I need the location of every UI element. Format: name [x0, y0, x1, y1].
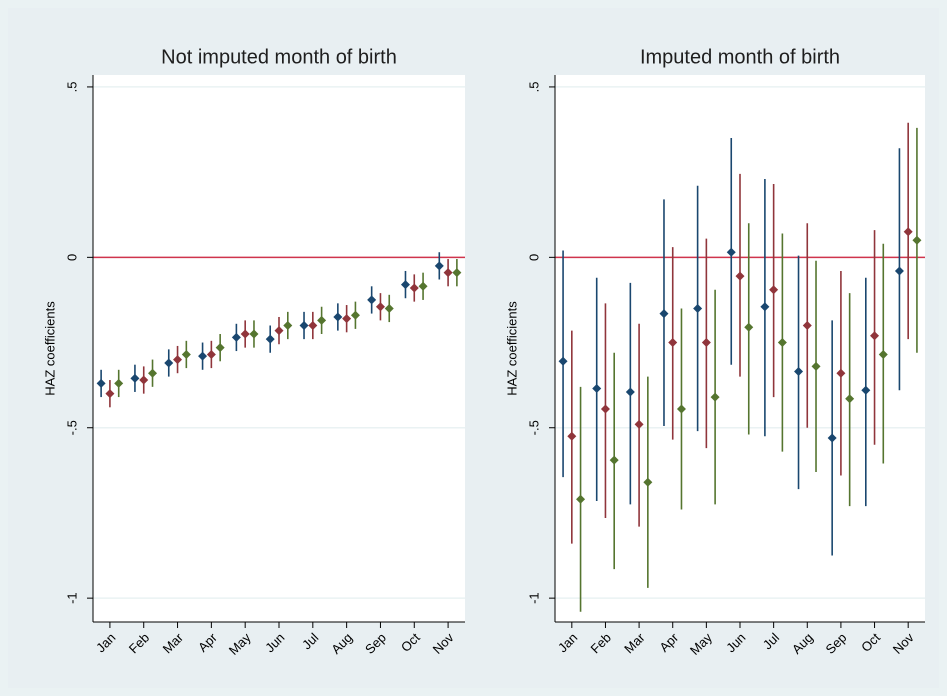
point-estimate — [342, 314, 352, 324]
point-estimate — [836, 368, 846, 378]
chart-title: Not imputed month of birth — [161, 46, 397, 68]
point-estimate — [173, 355, 183, 365]
point-estimate — [744, 322, 754, 332]
point-estimate — [105, 389, 115, 399]
point-estimate — [701, 338, 711, 348]
point-estimate — [726, 247, 736, 257]
point-estimate — [274, 326, 284, 336]
y-tick-label: 0 — [64, 254, 79, 261]
point-estimate — [206, 349, 216, 359]
point-estimate — [139, 375, 149, 385]
point-estimate — [452, 268, 462, 278]
point-estimate — [777, 338, 787, 348]
point-estimate — [567, 431, 577, 441]
point-estimate — [576, 494, 586, 504]
point-estimate — [609, 455, 619, 465]
point-estimate — [181, 349, 191, 359]
point-estimate — [802, 320, 812, 330]
point-estimate — [215, 343, 225, 353]
point-estimate — [845, 394, 855, 404]
point-estimate — [409, 283, 419, 293]
point-estimate — [643, 477, 653, 487]
point-estimate — [625, 387, 635, 397]
point-estimate — [558, 356, 568, 366]
point-estimate — [283, 320, 293, 330]
point-estimate — [240, 329, 250, 339]
point-estimate — [299, 320, 309, 330]
plot-area — [93, 75, 465, 622]
point-estimate — [317, 315, 327, 325]
y-tick-label: 0 — [526, 254, 541, 261]
point-estimate — [811, 361, 821, 371]
point-estimate — [434, 261, 444, 271]
point-estimate — [231, 332, 241, 342]
point-estimate — [735, 271, 745, 281]
point-estimate — [600, 404, 610, 414]
point-estimate — [350, 310, 360, 320]
point-estimate — [443, 268, 453, 278]
point-estimate — [384, 303, 394, 313]
point-estimate — [265, 334, 275, 344]
point-estimate — [96, 378, 106, 388]
point-estimate — [114, 378, 124, 388]
point-estimate — [367, 295, 377, 305]
point-estimate — [878, 349, 888, 359]
point-estimate — [827, 433, 837, 443]
y-tick-label: -1 — [526, 592, 541, 604]
point-estimate — [418, 281, 428, 291]
point-estimate — [794, 367, 804, 377]
point-estimate — [903, 227, 913, 237]
point-estimate — [760, 302, 770, 312]
y-tick-label: -1 — [64, 592, 79, 604]
point-estimate — [870, 331, 880, 341]
point-estimate — [333, 312, 343, 322]
point-estimate — [894, 266, 904, 276]
point-estimate — [164, 358, 174, 368]
point-estimate — [249, 329, 259, 339]
y-tick-label: -.5 — [526, 420, 541, 435]
y-tick-label: .5 — [526, 82, 541, 93]
y-tick-label: -.5 — [64, 420, 79, 435]
point-estimate — [634, 419, 644, 429]
point-estimate — [198, 351, 208, 361]
point-estimate — [659, 309, 669, 319]
point-estimate — [861, 385, 871, 395]
point-estimate — [375, 302, 385, 312]
point-estimate — [400, 280, 410, 290]
point-estimate — [693, 303, 703, 313]
chart-title: Imputed month of birth — [640, 46, 840, 68]
point-estimate — [710, 392, 720, 402]
point-estimate — [668, 338, 678, 348]
point-estimate — [148, 368, 158, 378]
point-estimate — [592, 384, 602, 394]
point-estimate — [676, 404, 686, 414]
y-axis-label: HAZ coefficients — [42, 301, 57, 396]
y-tick-label: .5 — [64, 82, 79, 93]
point-estimate — [130, 373, 140, 383]
point-estimate — [769, 285, 779, 295]
point-estimate — [912, 235, 922, 245]
point-estimate — [308, 320, 318, 330]
y-axis-label: HAZ coefficients — [504, 301, 519, 396]
